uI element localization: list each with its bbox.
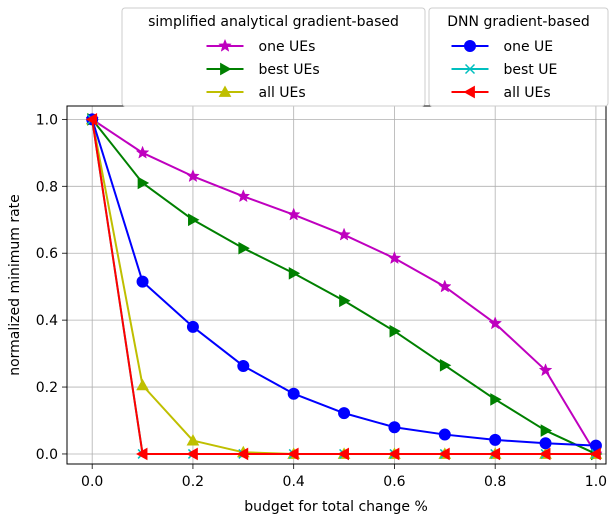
data-point	[489, 433, 502, 446]
legend-label: one UEs	[259, 39, 316, 55]
series-3-one-ue	[86, 113, 602, 452]
data-point	[186, 447, 198, 461]
legend-entry-all-ues: all UEs	[206, 85, 306, 101]
data-point	[439, 358, 452, 372]
legend-entry-best-ues: best UEs	[206, 62, 320, 78]
series-line	[91, 119, 596, 447]
legend-simplified-analytical-gradient-based: simplified analytical gradient-based one …	[121, 7, 426, 107]
x-tick-label: 1.0	[585, 474, 607, 490]
y-tick-label: 1.0	[36, 112, 58, 128]
legend-marker	[218, 38, 232, 52]
data-point	[186, 320, 199, 333]
data-point	[339, 294, 351, 308]
data-point	[186, 169, 200, 183]
legend-frame	[121, 7, 426, 107]
data-point	[286, 207, 301, 221]
series-line	[91, 119, 596, 455]
data-point	[488, 316, 503, 330]
legend-marker	[463, 85, 475, 99]
legend-marker	[464, 63, 476, 75]
x-tick-label: 0.2	[182, 474, 204, 490]
data-point	[237, 359, 250, 372]
y-axis: 0.0 0.2 0.4 0.6 0.8 1.0	[36, 112, 67, 463]
data-point	[539, 437, 552, 450]
x-axis: 0.0 0.2 0.4 0.6 0.8 1.0	[81, 464, 607, 490]
data-point	[136, 275, 149, 288]
legend-frame	[428, 7, 609, 107]
series-line	[91, 119, 596, 455]
data-point	[438, 447, 450, 461]
legend-title: DNN gradient-based	[447, 14, 589, 30]
y-tick-label: 0.0	[36, 447, 58, 463]
data-point	[589, 447, 601, 461]
legends: simplified analytical gradient-based one …	[121, 7, 609, 107]
data-point	[387, 447, 400, 461]
y-tick-label: 0.6	[36, 246, 58, 262]
data-point	[437, 279, 452, 293]
legend-entry-one-ue: one UE	[451, 39, 554, 55]
data-point	[438, 428, 451, 441]
legend-marker	[218, 85, 232, 97]
legend-entry-one-ues: one UEs	[206, 38, 316, 55]
data-point	[136, 378, 149, 391]
legend-label: one UE	[504, 39, 554, 55]
data-point	[337, 447, 349, 461]
data-point	[490, 393, 502, 406]
y-tick-label: 0.8	[36, 179, 58, 195]
data-point	[538, 363, 553, 377]
x-axis-label: budget for total change %	[244, 499, 428, 515]
x-tick-label: 0.6	[383, 474, 405, 490]
legend-entry-best-ue: best UE	[451, 62, 558, 78]
data-point	[389, 324, 401, 338]
y-tick-label: 0.4	[36, 313, 58, 329]
legend-label: best UE	[504, 62, 558, 78]
data-point	[338, 407, 351, 420]
data-point	[188, 213, 200, 227]
series-layer	[85, 112, 603, 461]
series-5-all-ues	[85, 113, 601, 461]
data-point	[288, 266, 301, 280]
y-tick-label: 0.2	[36, 380, 58, 396]
data-point	[186, 434, 200, 446]
legend-label: all UEs	[259, 85, 306, 101]
legend-marker	[220, 62, 232, 76]
data-point	[236, 189, 251, 203]
series-line	[91, 118, 597, 455]
data-point	[137, 176, 150, 190]
legend-dnn-gradient-based: DNN gradient-based one UE best UE all UEs	[428, 7, 609, 107]
legend-label: all UEs	[504, 85, 551, 101]
legend-entry-all-ues: all UEs	[451, 85, 551, 101]
data-point	[236, 447, 249, 461]
y-axis-label: normalized minimum rate	[7, 194, 23, 376]
data-point	[287, 387, 300, 400]
data-point	[488, 447, 501, 461]
x-tick-label: 0.0	[81, 474, 103, 490]
x-tick-label: 0.4	[283, 474, 305, 490]
data-point	[136, 447, 148, 461]
legend-label: best UEs	[259, 62, 320, 78]
data-point	[238, 241, 250, 255]
series-4-best-ue	[87, 114, 601, 459]
data-point	[540, 424, 553, 437]
series-2-all-ues	[85, 112, 603, 459]
data-point	[539, 447, 551, 461]
data-point	[337, 227, 351, 241]
data-point	[387, 251, 402, 265]
x-tick-label: 0.8	[484, 474, 506, 490]
series-line	[91, 118, 597, 455]
series-line	[91, 119, 596, 455]
data-point	[287, 447, 299, 461]
data-point	[85, 113, 98, 126]
data-point	[388, 421, 401, 434]
legend-marker	[464, 40, 476, 52]
data-point	[135, 145, 150, 159]
legend-title: simplified analytical gradient-based	[148, 14, 399, 30]
